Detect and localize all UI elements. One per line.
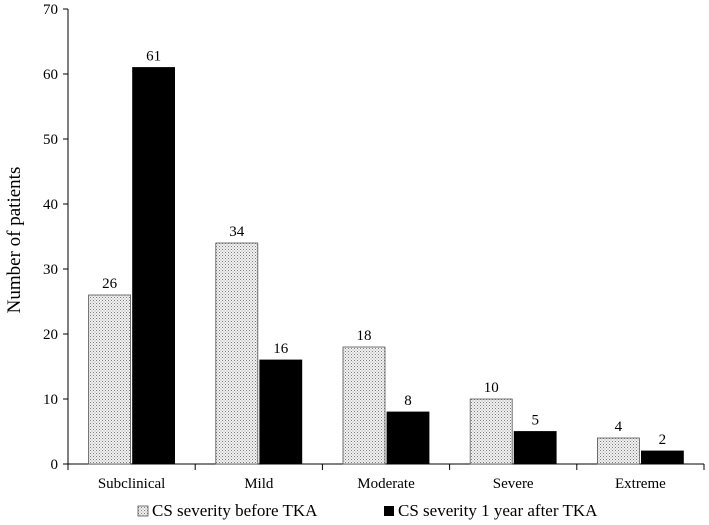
- data-label-series0-subclinical: 26: [102, 276, 118, 292]
- x-tick-label-moderate: Moderate: [357, 476, 415, 492]
- y-tick-label-70: 70: [43, 2, 58, 18]
- x-tick-label-mild: Mild: [244, 476, 274, 492]
- data-label-series1-moderate: 8: [404, 393, 412, 409]
- y-tick-label-0: 0: [51, 457, 59, 473]
- y-tick-label-50: 50: [43, 132, 58, 148]
- legend: CS severity before TKA CS severity 1 yea…: [137, 501, 598, 520]
- bar-series1-extreme: [641, 450, 684, 465]
- data-label-series0-moderate: 18: [357, 328, 372, 344]
- y-axis-title: Number of patients: [4, 167, 25, 314]
- legend-swatch-after: [384, 506, 394, 516]
- data-label-series1-mild: 16: [273, 341, 289, 357]
- y-tick-label-40: 40: [43, 197, 58, 213]
- data-label-series1-extreme: 2: [659, 432, 667, 448]
- x-tick-label-severe: Severe: [493, 476, 534, 492]
- data-label-series0-extreme: 4: [615, 419, 623, 435]
- bar-series0-moderate: [342, 346, 386, 465]
- legend-label-before: CS severity before TKA: [152, 501, 318, 520]
- data-label-series0-severe: 10: [484, 380, 499, 396]
- bar-series0-extreme: [597, 437, 640, 465]
- bar-series0-severe: [469, 398, 513, 465]
- bar-series1-subclinical: [132, 67, 176, 465]
- data-label-series0-mild: 34: [229, 224, 245, 240]
- bar-series0-mild: [215, 242, 259, 465]
- y-tick-label-10: 10: [43, 392, 58, 408]
- legend-label-after: CS severity 1 year after TKA: [398, 501, 598, 520]
- y-tick-label-60: 60: [43, 67, 58, 83]
- bar-series1-mild: [259, 359, 303, 465]
- y-tick-label-30: 30: [43, 262, 58, 278]
- plot-area: 0 10 20 30 40 50 60 70 Subclinical Mild Moderate Se…: [43, 2, 705, 492]
- y-tick-label-20: 20: [43, 327, 58, 343]
- data-label-series1-severe: 5: [531, 413, 539, 429]
- x-tick-label-subclinical: Subclinical: [98, 476, 166, 492]
- data-label-series1-subclinical: 61: [146, 49, 161, 65]
- bar-series1-moderate: [386, 411, 430, 465]
- bar-series0-subclinical: [88, 294, 131, 465]
- bar-series1-severe: [513, 431, 557, 465]
- legend-swatch-before: [137, 505, 149, 517]
- x-tick-label-extreme: Extreme: [615, 476, 666, 492]
